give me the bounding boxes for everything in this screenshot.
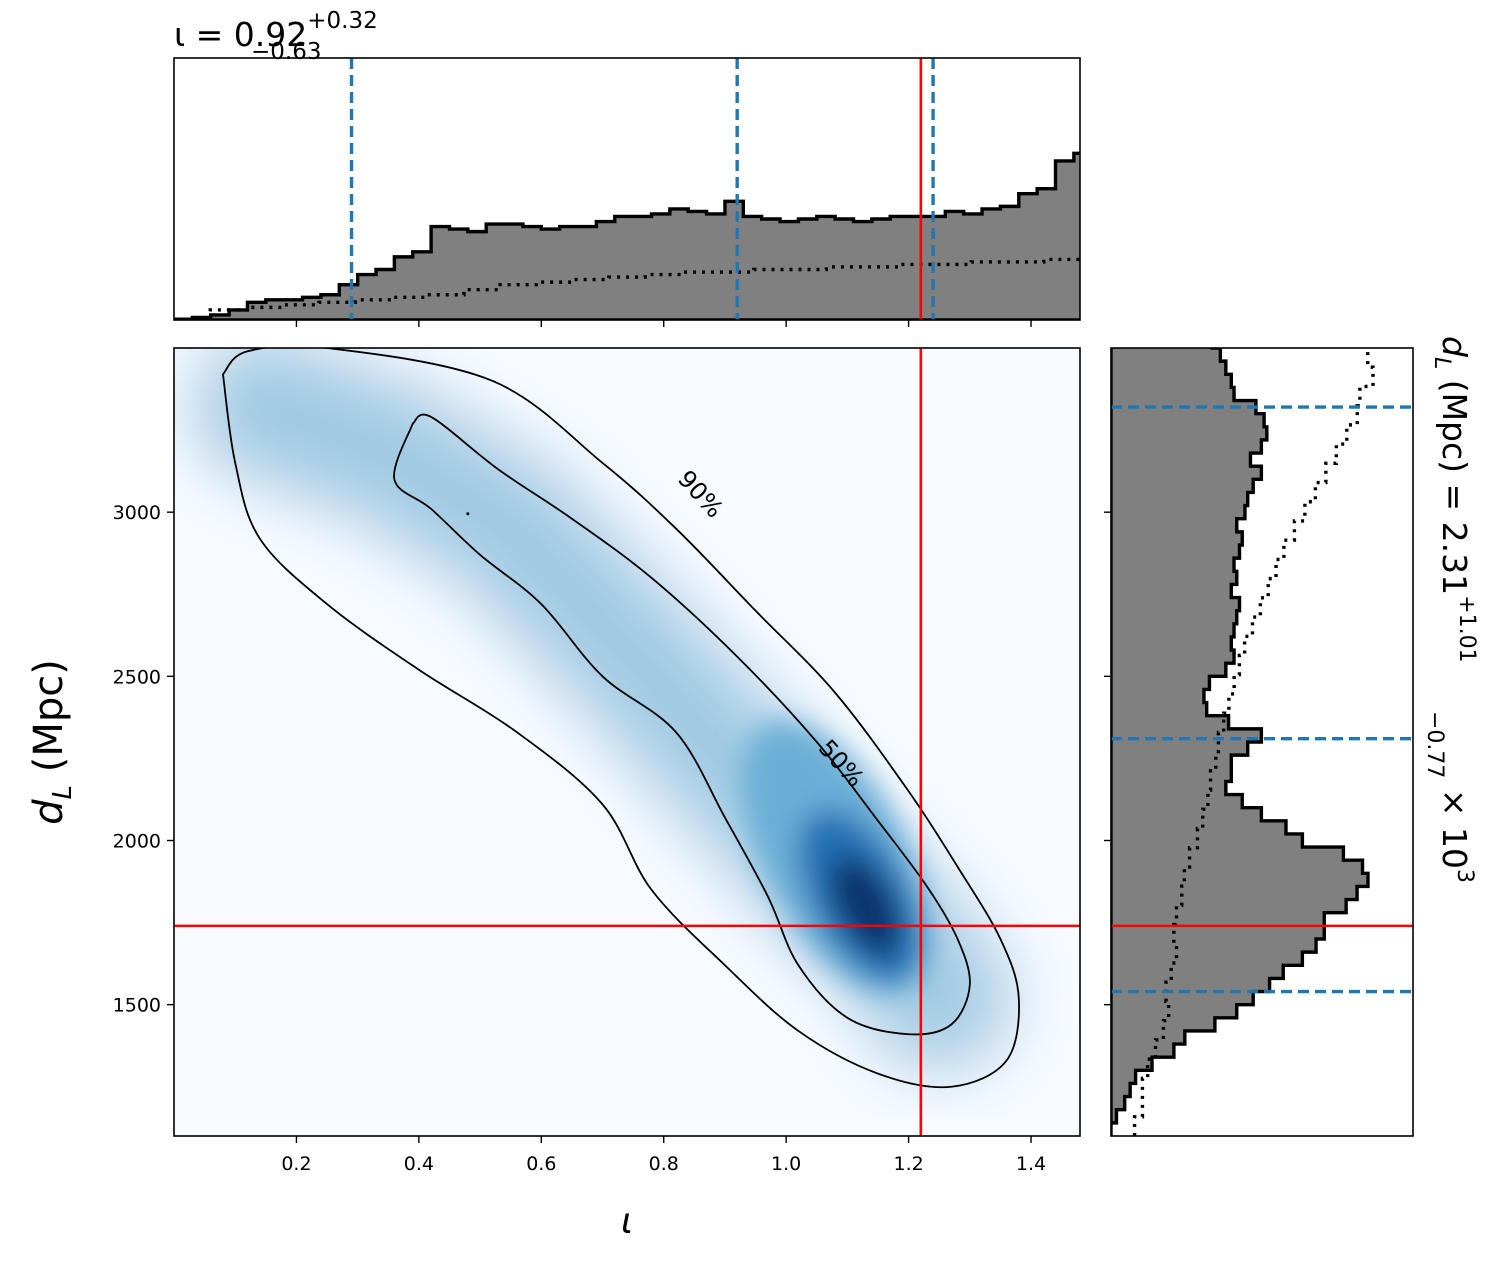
contour-50-line [393, 413, 971, 1036]
x-axis-label: ι [621, 1201, 633, 1242]
top-panel-frame [173, 57, 1081, 321]
right-histogram-area [1111, 348, 1413, 1136]
right-y-ticks [1104, 511, 1111, 1006]
joint-panel: 90%50% 0.2 0.4 0.6 0.8 1.0 1.2 1.4 1500 2000 250… [26, 347, 1081, 1242]
y-tick-label: 3000 [113, 502, 161, 524]
contour-dot [466, 512, 470, 516]
iota-title-sup: +0.32 [307, 8, 377, 34]
joint-x-ticks: 0.2 0.4 0.6 0.8 1.0 1.2 1.4 [281, 1136, 1046, 1175]
top-marginal-panel: ι = 0.92+0.32 −0.63 [173, 8, 1081, 327]
right-panel-title: dL (Mpc) = 2.31+1.01 −0.77 × 103 [1422, 336, 1479, 883]
y-tick-label: 1500 [113, 995, 161, 1017]
y-tick-label: 2500 [113, 666, 161, 688]
iota-title-main: ι = 0.92 [174, 15, 307, 54]
density-peak-core [829, 855, 902, 957]
dl-title-mid: (Mpc) = 2.31 [1435, 369, 1474, 595]
x-tick-label: 1.2 [893, 1153, 923, 1175]
dl-title-sub: L [1429, 357, 1454, 369]
x-tick-label: 1.4 [1016, 1153, 1046, 1175]
joint-panel-frame [173, 347, 1081, 1137]
top-prior-line [174, 257, 1080, 320]
x-tick-label: 0.2 [281, 1153, 311, 1175]
x-tick-label: 0.6 [526, 1153, 556, 1175]
y-axis-label-sub: L [48, 785, 78, 800]
x-tick-label: 0.4 [404, 1153, 434, 1175]
dl-title-var: d [1435, 336, 1474, 358]
density-heatmap: 90%50% [174, 348, 1080, 1136]
y-tick-label: 2000 [113, 831, 161, 853]
iota-title-sub: −0.63 [251, 39, 321, 65]
y-axis-label: dL (Mpc) [26, 659, 78, 825]
y-axis-label-var: d [26, 799, 72, 825]
contour-90-line [222, 348, 1020, 1089]
joint-y-ticks: 1500 2000 2500 3000 [113, 502, 174, 1017]
dl-title-sup: +1.01 [1454, 595, 1479, 662]
x-tick-label: 1.0 [771, 1153, 801, 1175]
y-axis-label-unit: (Mpc) [26, 659, 72, 785]
top-x-ticks [295, 320, 1032, 327]
right-prior-line [1132, 348, 1375, 1136]
right-panel-frame [1110, 347, 1414, 1137]
x-tick-label: 0.8 [649, 1153, 679, 1175]
top-histogram [174, 151, 1080, 320]
dl-title-lowidx: −0.77 [1422, 711, 1447, 778]
right-marginal-panel: dL (Mpc) = 2.31+1.01 −0.77 × 103 [1104, 336, 1479, 1137]
top-histogram-area [174, 58, 1080, 320]
dl-title-exp: 3 [1452, 869, 1477, 883]
dl-title-tail: × 10 [1435, 778, 1474, 869]
top-panel-title: ι = 0.92+0.32 −0.63 [174, 8, 378, 65]
